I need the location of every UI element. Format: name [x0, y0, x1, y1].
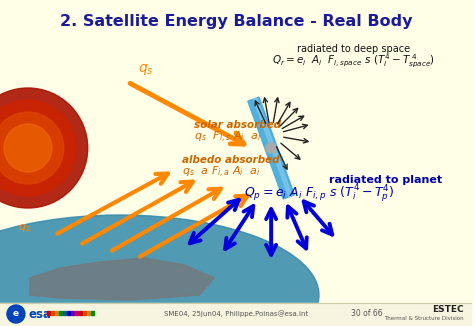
Bar — [0, 303, 473, 326]
Bar — [55, 311, 58, 315]
Text: radiated to deep space: radiated to deep space — [297, 44, 410, 54]
Bar — [87, 311, 90, 315]
Bar — [91, 311, 94, 315]
Text: $Q_p = e_i\ A_i\ F_{i,p}\ s\ (T_i^4 - T_p^4)$: $Q_p = e_i\ A_i\ F_{i,p}\ s\ (T_i^4 - T_… — [244, 183, 394, 205]
Circle shape — [0, 112, 64, 184]
Text: ESTEC: ESTEC — [432, 304, 464, 314]
Polygon shape — [248, 97, 294, 199]
Bar — [63, 311, 66, 315]
Text: 30 of 66: 30 of 66 — [351, 309, 383, 319]
Text: 2. Satellite Energy Balance - Real Body: 2. Satellite Energy Balance - Real Body — [60, 14, 412, 29]
Circle shape — [0, 88, 88, 208]
Polygon shape — [254, 98, 292, 197]
Bar — [59, 311, 62, 315]
Bar — [67, 311, 70, 315]
Bar — [75, 311, 78, 315]
Bar — [51, 311, 55, 315]
Circle shape — [0, 100, 76, 196]
Text: $q_s\ \ F_{i,s}\ A_i\ \ a_i$: $q_s\ \ F_{i,s}\ A_i\ \ a_i$ — [194, 130, 262, 145]
Circle shape — [7, 305, 25, 323]
Circle shape — [4, 124, 52, 172]
Text: $Q_r = e_i\ \ A_i\ \ F_{i,space}\ s\ (T_i^4 - T_{space}^{\ 4})$: $Q_r = e_i\ \ A_i\ \ F_{i,space}\ s\ (T_… — [272, 52, 436, 70]
Bar — [83, 311, 86, 315]
Bar — [79, 311, 82, 315]
Text: esa: esa — [29, 307, 52, 320]
Text: solar absorbed: solar absorbed — [194, 120, 282, 130]
Bar — [47, 311, 50, 315]
Text: e: e — [13, 309, 19, 319]
Circle shape — [266, 143, 276, 153]
Bar — [71, 311, 74, 315]
Text: $q_s$: $q_s$ — [18, 222, 31, 234]
Text: $q_s\ \ a\ F_{i,a}\ A_i\ \ a_i$: $q_s\ \ a\ F_{i,a}\ A_i\ \ a_i$ — [182, 165, 261, 180]
Text: radiated to planet: radiated to planet — [329, 175, 442, 185]
Text: albedo absorbed: albedo absorbed — [182, 155, 280, 165]
Text: Thermal & Structure Division: Thermal & Structure Division — [384, 317, 464, 321]
Text: $q_s$: $q_s$ — [137, 62, 153, 77]
Polygon shape — [30, 258, 214, 300]
Text: SME04, 25jun04, Philippe.Poinas@esa.int: SME04, 25jun04, Philippe.Poinas@esa.int — [164, 311, 309, 318]
Ellipse shape — [0, 215, 319, 326]
